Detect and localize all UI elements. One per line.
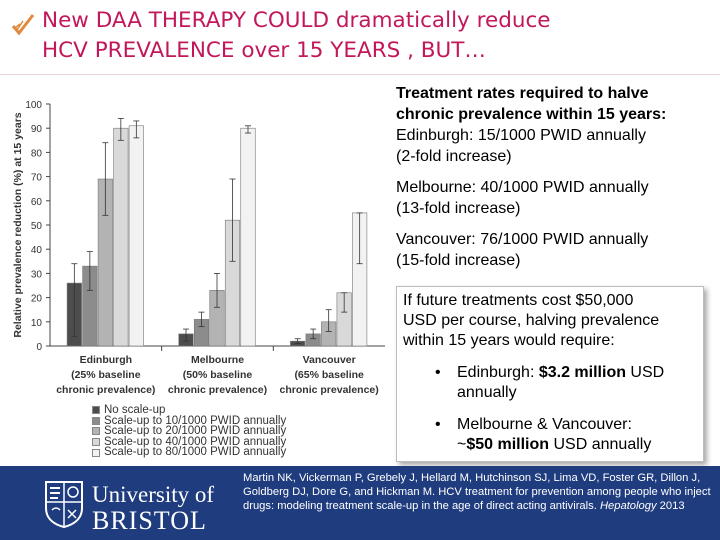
y-tick-label: 60: [31, 197, 43, 208]
bar: [128, 125, 144, 347]
bullet-dot: •: [435, 364, 441, 381]
category-label: (50% baseline: [183, 369, 253, 381]
legend-swatch: [92, 427, 100, 436]
citation-main: Martin NK, Vickerman P, Grebely J, Hella…: [243, 472, 711, 512]
melbourne-rate: Melbourne: 40/1000 PWID annually: [396, 179, 649, 196]
category-label: (25% baseline: [71, 369, 141, 381]
legend-label: Scale-up to 40/1000 PWID annually: [104, 435, 287, 448]
y-tick-label: 100: [25, 100, 42, 111]
edinburgh-cost-suffix: USD: [625, 364, 665, 381]
citation: Martin NK, Vickerman P, Grebely J, Hella…: [243, 471, 715, 513]
legend-item: Scale-up to 40/1000 PWID annually: [92, 435, 287, 448]
category-label: (65% baseline: [294, 369, 364, 381]
bar: [113, 127, 129, 347]
university-name-line-2: BRISTOL: [92, 506, 207, 535]
mv-cost-prefix: ~: [457, 436, 467, 453]
y-tick-label: 80: [31, 148, 43, 159]
legend-swatch: [92, 406, 100, 415]
category-label: Vancouver: [303, 354, 356, 366]
legend-item: Scale-up to 80/1000 PWID annually: [92, 447, 286, 458]
legend-label: Scale-up to 10/1000 PWID annually: [104, 414, 287, 427]
category-label: Edinburgh: [80, 354, 133, 366]
legend-item: Scale-up to 20/1000 PWID annually: [92, 426, 286, 437]
y-tick-label: 10: [31, 318, 43, 329]
cost-box: If future treatments cost $50,000 USD pe…: [396, 286, 704, 462]
mv-cost-amount: $50 million: [466, 436, 550, 453]
legend-item: Scale-up to 10/1000 PWID annually: [92, 414, 287, 427]
y-tick-label: 30: [31, 269, 43, 280]
cost-bullet-edinburgh: • Edinburgh: $3.2 million USD annually: [403, 363, 697, 403]
panel-heading-line-1: Treatment rates required to halve: [396, 85, 649, 102]
legend-label: No scale-up: [104, 404, 166, 416]
cost-bullet-melbourne-vancouver: • Melbourne & Vancouver: ~$50 million US…: [403, 415, 697, 455]
checkmark-icon: [11, 14, 35, 36]
y-tick-label: 0: [36, 342, 42, 353]
bar: [240, 127, 256, 347]
y-tick-label: 40: [31, 245, 43, 256]
category-label: chronic prevalence): [280, 384, 379, 396]
vancouver-rate: Vancouver: 76/1000 PWID annually: [396, 231, 649, 248]
y-tick-label: 90: [31, 124, 43, 135]
legend-label: Scale-up to 80/1000 PWID annually: [104, 446, 287, 459]
cost-intro-line-2: USD per course, halving prevalence: [403, 312, 660, 329]
edinburgh-increase: (2-fold increase): [396, 148, 512, 165]
legend-swatch: [92, 448, 100, 457]
treatment-rates-panel: Treatment rates required to halve chroni…: [396, 83, 716, 271]
footer-bar: [0, 466, 720, 540]
y-tick-label: 20: [31, 294, 43, 305]
mv-cost-line-1: Melbourne & Vancouver:: [457, 416, 632, 433]
edinburgh-cost-prefix: Edinburgh:: [457, 364, 539, 381]
y-tick-label: 70: [31, 173, 43, 184]
y-tick-label: 50: [31, 221, 43, 232]
legend-item: No scale-up: [92, 404, 286, 416]
chart-legend: No scale-up Scale-up to 10/1000 PWID annu…: [92, 404, 287, 458]
edinburgh-cost-line-2: annually: [457, 384, 517, 401]
category-label: chronic prevalence): [56, 384, 155, 396]
bullet-dot: •: [435, 416, 441, 433]
edinburgh-cost-amount: $3.2 million: [538, 364, 626, 381]
edinburgh-rate: Edinburgh: 15/1000 PWID annually: [396, 127, 646, 144]
category-label: chronic prevalence): [168, 384, 267, 396]
title-line-2: HCV PREVALENCE over 15 YEARS , BUT…: [42, 38, 486, 63]
cost-intro-line-1: If future treatments cost $50,000: [403, 292, 634, 309]
legend-label: Scale-up to 20/1000 PWID annually: [104, 425, 287, 438]
mv-cost-suffix: USD annually: [549, 436, 652, 453]
y-axis-label: Relative prevalence reduction (%) at 15 …: [12, 112, 24, 337]
cost-intro-line-3: within 15 years would require:: [403, 332, 615, 349]
panel-heading-line-2: chronic prevalence within 15 years:: [396, 106, 667, 123]
citation-year: 2013: [656, 500, 685, 512]
citation-journal: Hepatology: [599, 500, 657, 512]
vancouver-increase: (15-fold increase): [396, 252, 521, 269]
category-label: Melbourne: [191, 354, 244, 366]
slide-title: New DAA THERAPY COULD dramatically reduc…: [42, 6, 712, 66]
university-name-line-1: University of: [92, 482, 215, 507]
melbourne-increase: (13-fold increase): [396, 200, 521, 217]
university-crest-icon: [45, 481, 83, 528]
title-line-1: New DAA THERAPY COULD dramatically reduc…: [42, 8, 551, 33]
legend-swatch: [92, 438, 100, 447]
legend-swatch: [92, 416, 100, 425]
title-divider: [0, 74, 720, 75]
